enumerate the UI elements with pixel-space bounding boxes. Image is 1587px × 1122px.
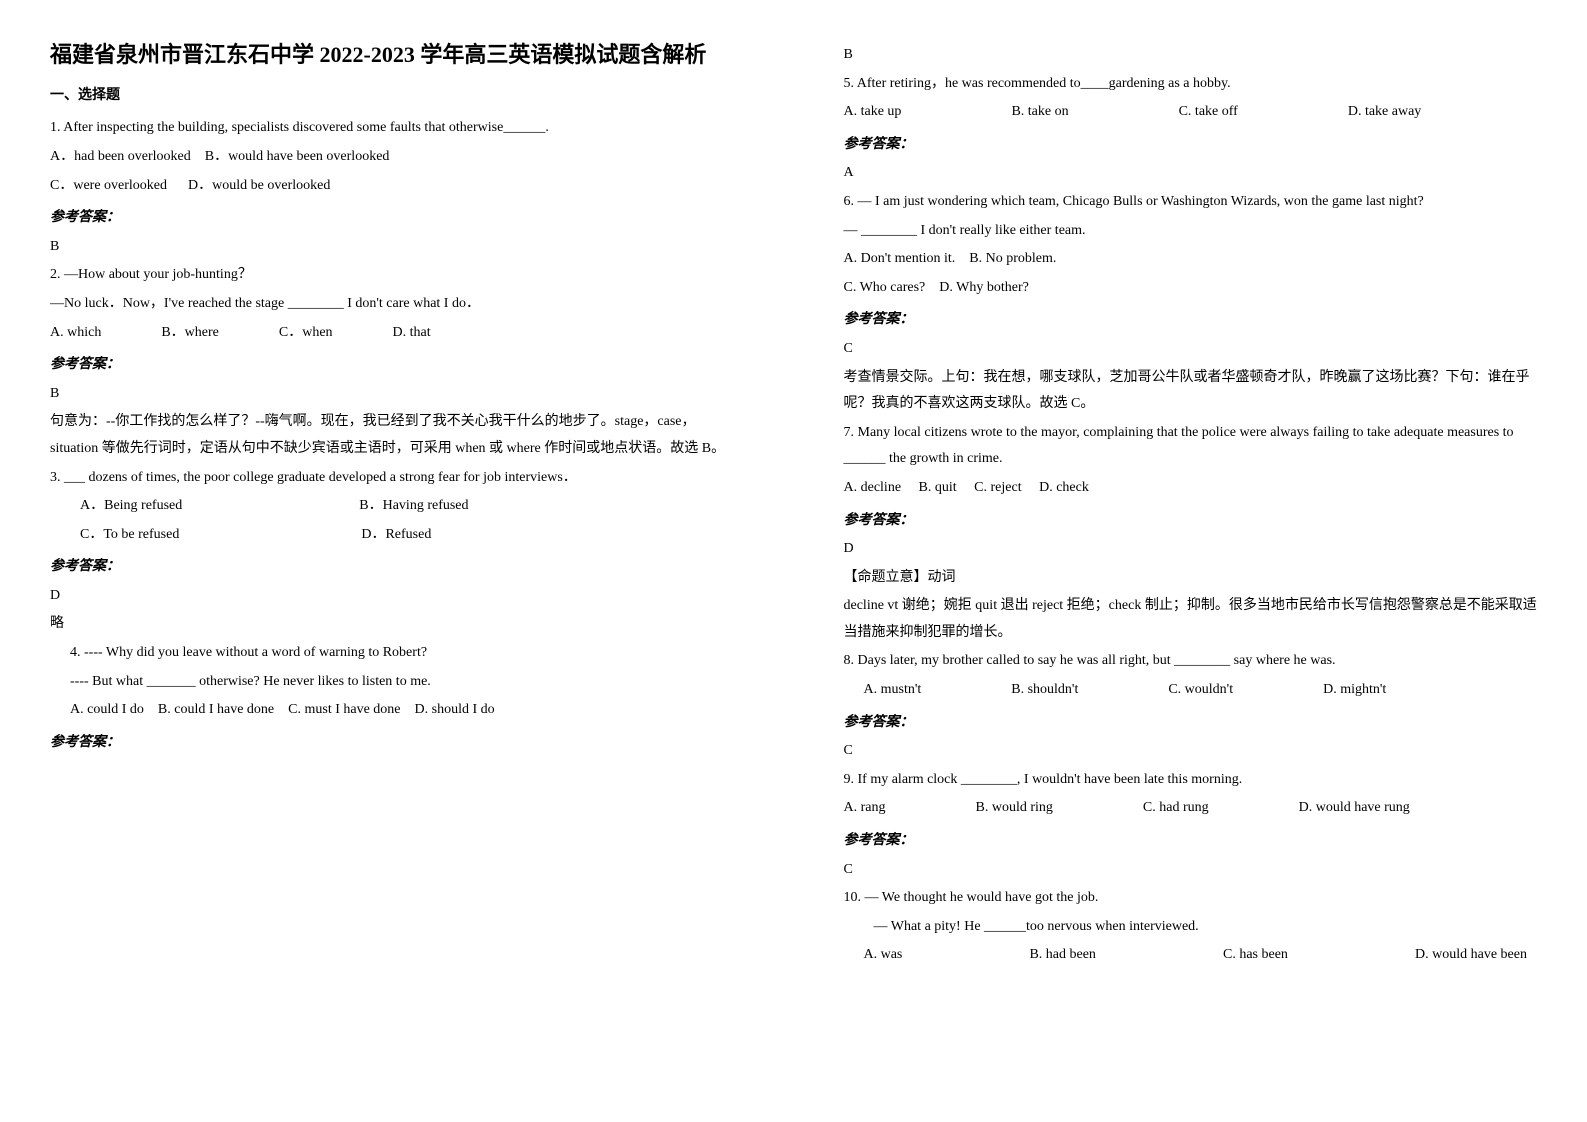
q7-answer: D bbox=[844, 536, 1538, 563]
q10-opt-c: C. has been bbox=[1223, 942, 1288, 969]
q4-answer-label: 参考答案： bbox=[50, 730, 744, 757]
left-column: 福建省泉州市晋江东石中学 2022-2023 学年高三英语模拟试题含解析 一、选… bbox=[0, 0, 794, 1122]
q7-opt-a: A. decline bbox=[844, 480, 902, 495]
q7-opt-c: C. reject bbox=[974, 480, 1021, 495]
q3-opt-b: B．Having refused bbox=[359, 498, 468, 513]
q6-opt-c: C. Who cares? bbox=[844, 280, 926, 295]
page: 福建省泉州市晋江东石中学 2022-2023 学年高三英语模拟试题含解析 一、选… bbox=[0, 0, 1587, 1122]
q2-explanation: 句意为：--你工作找的怎么样了？--嗨气啊。现在，我已经到了我不关心我干什么的地… bbox=[50, 409, 744, 462]
q3-stem: 3. ___ dozens of times, the poor college… bbox=[50, 465, 744, 492]
q1-opt-d: D．would be overlooked bbox=[188, 178, 330, 193]
q3-answer-label: 参考答案： bbox=[50, 554, 744, 581]
q9-opt-d: D. would have rung bbox=[1299, 795, 1410, 822]
q2-answer: B bbox=[50, 381, 744, 408]
q1-opt-a: A．had been overlooked bbox=[50, 149, 191, 164]
q2-opts: A. which B．where C．when D. that bbox=[50, 320, 744, 347]
section-heading: 一、选择题 bbox=[50, 83, 744, 110]
q10-stem2: — What a pity! He ______too nervous when… bbox=[844, 914, 1538, 941]
q5-opts: A. take up B. take on C. take off D. tak… bbox=[844, 99, 1538, 126]
q9-opt-a: A. rang bbox=[844, 795, 886, 822]
q10-opt-d: D. would have been bbox=[1415, 942, 1527, 969]
q8-opt-b: B. shouldn't bbox=[1011, 677, 1078, 704]
q6-answer-label: 参考答案： bbox=[844, 307, 1538, 334]
q9-stem: 9. If my alarm clock ________, I wouldn'… bbox=[844, 767, 1538, 794]
q7-opt-d: D. check bbox=[1039, 480, 1089, 495]
q6-stem2: — ________ I don't really like either te… bbox=[844, 218, 1538, 245]
q5-answer-label: 参考答案： bbox=[844, 132, 1538, 159]
q2-opt-c: C．when bbox=[279, 320, 333, 347]
q6-opt-a: A. Don't mention it. bbox=[844, 251, 956, 266]
q7-stem: 7. Many local citizens wrote to the mayo… bbox=[844, 420, 1538, 473]
q3-opt-d: D．Refused bbox=[361, 527, 431, 542]
q3-answer: D bbox=[50, 583, 744, 610]
q6-answer: C bbox=[844, 336, 1538, 363]
q3-opt-a: A．Being refused bbox=[80, 498, 182, 513]
q9-opt-c: C. had rung bbox=[1143, 795, 1209, 822]
q2-opt-a: A. which bbox=[50, 320, 101, 347]
q6-opts-row2: C. Who cares? D. Why bother? bbox=[844, 275, 1538, 302]
q3-opts-row1: A．Being refused B．Having refused bbox=[50, 493, 744, 520]
q3-opt-c: C．To be refused bbox=[80, 527, 179, 542]
q1-opts-row1: A．had been overlooked B．would have been … bbox=[50, 144, 744, 171]
q10-opt-a: A. was bbox=[864, 942, 903, 969]
q6-opt-b: B. No problem. bbox=[969, 251, 1056, 266]
q3-explanation: 略 bbox=[50, 611, 744, 638]
q4-stem1: 4. ---- Why did you leave without a word… bbox=[50, 640, 744, 667]
q1-opts-row2: C．were overlooked D．would be overlooked bbox=[50, 173, 744, 200]
q2-stem2: —No luck．Now，I've reached the stage ____… bbox=[50, 291, 744, 318]
q6-opt-d: D. Why bother? bbox=[939, 280, 1029, 295]
q1-stem: 1. After inspecting the building, specia… bbox=[50, 115, 744, 142]
q10-stem1: 10. — We thought he would have got the j… bbox=[844, 885, 1538, 912]
q4-opt-a: A. could I do bbox=[70, 702, 144, 717]
q6-stem1: 6. — I am just wondering which team, Chi… bbox=[844, 189, 1538, 216]
q8-answer-label: 参考答案： bbox=[844, 710, 1538, 737]
q10-opt-b: B. had been bbox=[1029, 942, 1095, 969]
q5-opt-b: B. take on bbox=[1011, 99, 1068, 126]
right-column: B 5. After retiring，he was recommended t… bbox=[794, 0, 1587, 1122]
q7-exp1: 【命题立意】动词 bbox=[844, 565, 1538, 592]
q9-opts: A. rang B. would ring C. had rung D. wou… bbox=[844, 795, 1538, 822]
q2-opt-d: D. that bbox=[393, 320, 431, 347]
q5-stem: 5. After retiring，he was recommended to_… bbox=[844, 71, 1538, 98]
q8-opt-d: D. mightn't bbox=[1323, 677, 1386, 704]
q4-opt-c: C. must I have done bbox=[288, 702, 400, 717]
q8-answer: C bbox=[844, 738, 1538, 765]
q7-opt-b: B. quit bbox=[919, 480, 957, 495]
q3-opts-row2: C．To be refused D．Refused bbox=[50, 522, 744, 549]
q4-opt-d: D. should I do bbox=[415, 702, 495, 717]
q2-stem1: 2. —How about your job-hunting？ bbox=[50, 262, 744, 289]
q6-opts-row1: A. Don't mention it. B. No problem. bbox=[844, 246, 1538, 273]
q1-opt-b: B．would have been overlooked bbox=[205, 149, 390, 164]
q4-stem2: ---- But what _______ otherwise? He neve… bbox=[50, 669, 744, 696]
q7-answer-label: 参考答案： bbox=[844, 508, 1538, 535]
q2-answer-label: 参考答案： bbox=[50, 352, 744, 379]
q4-answer: B bbox=[844, 42, 1538, 69]
q1-answer: B bbox=[50, 234, 744, 261]
q8-opts: A. mustn't B. shouldn't C. wouldn't D. m… bbox=[844, 677, 1538, 704]
q9-opt-b: B. would ring bbox=[976, 795, 1053, 822]
doc-title: 福建省泉州市晋江东石中学 2022-2023 学年高三英语模拟试题含解析 bbox=[50, 40, 744, 71]
q8-opt-a: A. mustn't bbox=[864, 677, 922, 704]
q4-opts: A. could I do B. could I have done C. mu… bbox=[50, 697, 744, 724]
q5-opt-d: D. take away bbox=[1348, 99, 1421, 126]
q2-opt-b: B．where bbox=[161, 320, 219, 347]
q1-opt-c: C．were overlooked bbox=[50, 178, 167, 193]
q7-exp2: decline vt 谢绝；婉拒 quit 退出 reject 拒绝；check… bbox=[844, 593, 1538, 646]
q4-opt-b: B. could I have done bbox=[158, 702, 274, 717]
q1-answer-label: 参考答案： bbox=[50, 205, 744, 232]
q7-opts: A. decline B. quit C. reject D. check bbox=[844, 475, 1538, 502]
q9-answer: C bbox=[844, 857, 1538, 884]
q5-answer: A bbox=[844, 160, 1538, 187]
q10-opts: A. was B. had been C. has been D. would … bbox=[844, 942, 1538, 969]
q5-opt-a: A. take up bbox=[844, 99, 902, 126]
q9-answer-label: 参考答案： bbox=[844, 828, 1538, 855]
q6-explanation: 考查情景交际。上句：我在想，哪支球队，芝加哥公牛队或者华盛顿奇才队，昨晚赢了这场… bbox=[844, 365, 1538, 418]
q5-opt-c: C. take off bbox=[1179, 99, 1238, 126]
q8-opt-c: C. wouldn't bbox=[1168, 677, 1233, 704]
q8-stem: 8. Days later, my brother called to say … bbox=[844, 648, 1538, 675]
